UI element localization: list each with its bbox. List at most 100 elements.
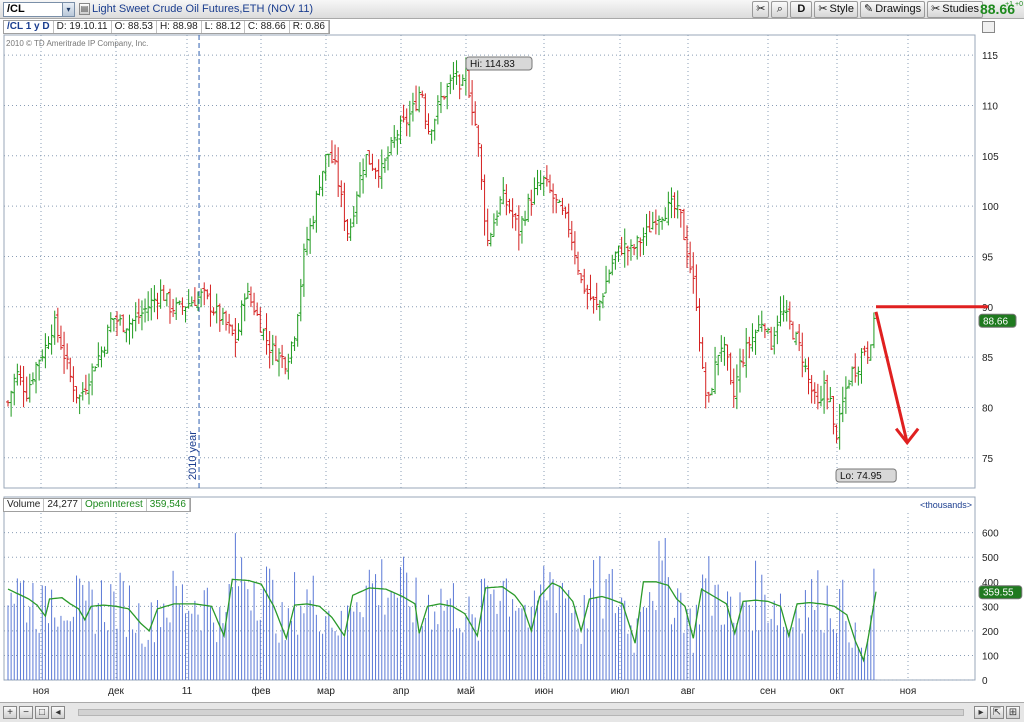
ohlc-bar	[750, 323, 755, 352]
ohlc-bar	[516, 205, 521, 251]
crosshair-icon[interactable]: ✂	[752, 1, 770, 18]
openinterest-label: OpenInterest	[82, 499, 147, 511]
ohlc-bar	[333, 144, 338, 165]
ohlc-bar	[625, 245, 630, 266]
price-tick-label: 100	[982, 202, 999, 213]
chart-settings-icon[interactable]	[982, 21, 995, 33]
price-tick-label: 85	[982, 353, 994, 364]
ohlc-bar	[211, 307, 216, 316]
ohlc-bar	[423, 93, 428, 130]
infobar-date: D: 19.10.11	[54, 21, 112, 33]
studies-button[interactable]: ✂ Studies	[927, 1, 983, 18]
ohlc-bar	[180, 297, 185, 315]
ohlc-bar	[118, 314, 123, 326]
ohlc-bar	[769, 326, 774, 350]
expand-icon[interactable]: ⇱	[990, 706, 1004, 719]
symbol-dropdown-icon[interactable]: ▾	[62, 3, 74, 16]
ohlc-bar	[354, 191, 359, 225]
ohlc-bar	[233, 318, 238, 358]
ohlc-bar	[205, 289, 210, 300]
ohlc-bar	[560, 197, 565, 215]
ohlc-bar	[551, 183, 556, 214]
ohlc-bar	[86, 373, 91, 405]
ohlc-bar	[357, 162, 362, 198]
infobar-open: O: 88.53	[112, 21, 157, 33]
ohlc-bar	[709, 387, 714, 396]
volume-label: Volume	[4, 499, 45, 511]
month-label: июн	[535, 686, 554, 697]
zoom-out-icon[interactable]: −	[19, 706, 33, 719]
ohlc-bar	[382, 157, 387, 173]
ohlc-bar	[65, 343, 70, 370]
aggregation-button[interactable]: D	[790, 1, 813, 18]
ohlc-bar	[762, 323, 767, 339]
ohlc-bar	[678, 209, 683, 228]
crosshair-cursor-icon[interactable]: +	[3, 706, 17, 719]
month-label: фев	[251, 685, 270, 697]
volume-tick-label: 300	[982, 602, 999, 613]
ohlc-bar	[189, 296, 194, 307]
ohlc-bar	[386, 146, 391, 171]
ohlc-bar	[460, 74, 465, 86]
zoom-box-icon[interactable]: □	[35, 706, 49, 719]
ohlc-bar	[37, 359, 42, 381]
ohlc-bar	[214, 293, 219, 324]
ohlc-bar	[311, 215, 316, 230]
ohlc-bar	[843, 376, 848, 414]
volume-bars	[7, 533, 875, 680]
ohlc-bar	[660, 216, 665, 230]
ohlc-bar	[295, 313, 300, 347]
ohlc-bar	[547, 174, 552, 194]
volume-tick-label: 600	[982, 529, 999, 540]
ohlc-bar	[607, 269, 612, 284]
ohlc-bar	[544, 165, 549, 187]
style-button[interactable]: ✂ Style	[814, 1, 858, 18]
instrument-info-icon[interactable]: ▤	[79, 3, 90, 15]
ohlc-bar	[58, 325, 63, 350]
ohlc-bar	[579, 273, 584, 284]
ohlc-bar	[426, 113, 431, 135]
ohlc-bar	[675, 190, 680, 219]
drawings-button[interactable]: ✎ Drawings	[860, 1, 926, 18]
ohlc-bar	[410, 92, 415, 122]
ohlc-bar	[230, 324, 235, 336]
ohlc-bar	[111, 318, 116, 332]
ohlc-bar	[326, 153, 331, 167]
infobar-symbol[interactable]: /CL 1 y D	[4, 21, 54, 33]
ohlc-bar	[34, 361, 39, 394]
ohlc-bar	[641, 227, 646, 256]
ohlc-bar	[351, 205, 356, 228]
ohlc-bar	[373, 167, 378, 180]
ohlc-bar	[99, 346, 104, 368]
last-price-badge-bg	[978, 313, 1017, 328]
units-label: <thousands>	[920, 500, 973, 510]
ohlc-bar	[588, 274, 593, 301]
scroll-right-icon[interactable]: ▸	[974, 706, 988, 719]
ohlc-bar	[174, 297, 179, 320]
fit-icon[interactable]: ⊞	[1006, 706, 1020, 719]
ohlc-bar	[252, 292, 257, 316]
openinterest-last-badge: 359.55	[983, 588, 1014, 599]
ohlc-bar	[71, 366, 76, 403]
symbol-input[interactable]: /CL ▾	[3, 2, 75, 17]
ohlc-bar	[495, 210, 500, 226]
hi-badge: Hi: 114.83	[470, 59, 515, 70]
scroll-left-icon[interactable]: ◂	[51, 706, 65, 719]
ohlc-bar	[30, 372, 35, 385]
ohlc-bar	[186, 289, 191, 309]
ohlc-bar	[451, 61, 456, 90]
magnifier-icon[interactable]: ⌕	[771, 1, 789, 18]
ohlc-bar	[526, 193, 531, 223]
ohlc-bar	[115, 311, 120, 336]
drawings-label: Drawings	[875, 3, 922, 15]
horizontal-scrollbar[interactable]	[78, 709, 964, 716]
ohlc-bar	[498, 196, 503, 216]
ohlc-bar	[632, 243, 637, 256]
ohlc-bar	[825, 374, 830, 410]
last-change: +1 +0	[1005, 1, 1023, 8]
ohlc-bar	[635, 235, 640, 260]
ohlc-bar	[224, 310, 229, 331]
infobar-range: R: 0.86	[290, 21, 329, 33]
down-arrow-shaft	[874, 311, 909, 444]
